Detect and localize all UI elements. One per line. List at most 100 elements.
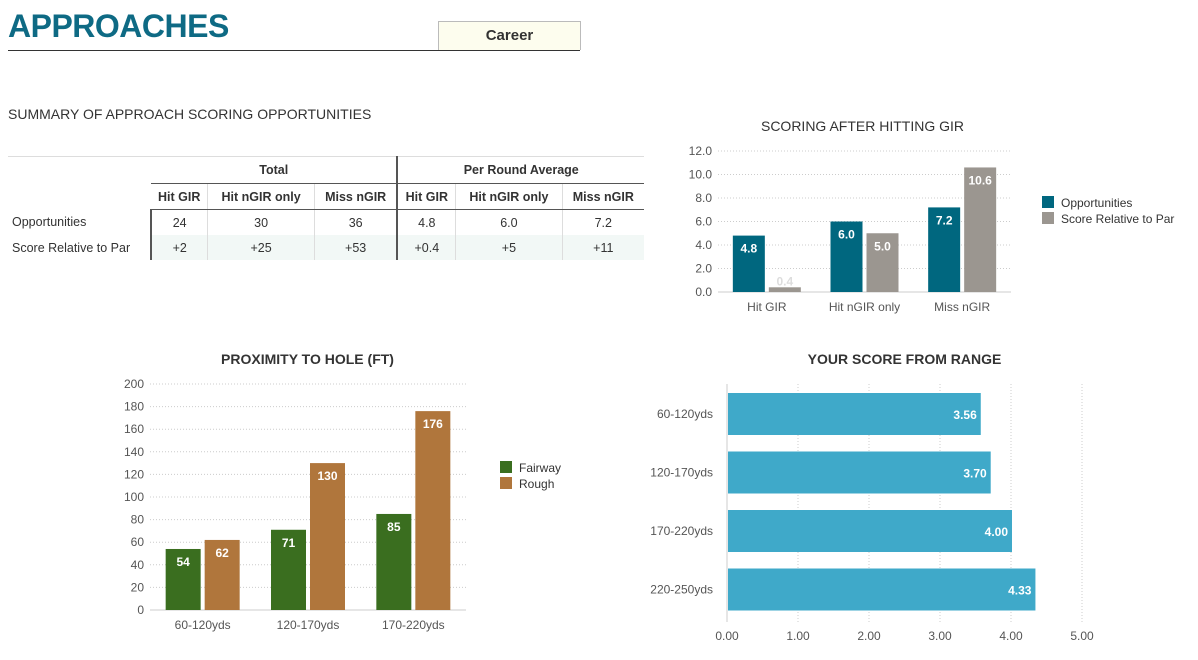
y-tick-label: 0 xyxy=(137,603,144,617)
x-tick-label: 2.00 xyxy=(857,629,881,643)
y-tick-label: 60-120yds xyxy=(657,407,713,421)
data-label: 4.33 xyxy=(1008,584,1032,598)
y-tick-label: 40 xyxy=(131,558,145,572)
x-tick-label: Miss nGIR xyxy=(934,300,990,314)
chart-title-scoring-gir: SCORING AFTER HITTING GIR xyxy=(760,118,964,134)
row-label: Opportunities xyxy=(12,215,87,230)
y-tick-label: 160 xyxy=(124,422,144,436)
y-tick-label: 180 xyxy=(124,400,144,414)
bar-score xyxy=(728,451,991,494)
column-header: Hit GIR xyxy=(151,183,208,210)
page-title: APPROACHES xyxy=(8,8,229,44)
y-tick-label: 100 xyxy=(124,490,144,504)
cell: 4.8 xyxy=(396,209,456,235)
bar-score-relative-to-par xyxy=(866,233,899,292)
chart-title-score-range: YOUR SCORE FROM RANGE xyxy=(807,351,1002,367)
data-label: 5.0 xyxy=(874,239,891,253)
cell: +5 xyxy=(455,235,563,260)
legend-label: Opportunities xyxy=(1061,196,1132,210)
cell: 30 xyxy=(207,209,315,235)
data-label: 85 xyxy=(387,520,401,534)
bar-score xyxy=(728,393,981,435)
bar-fairway xyxy=(271,529,306,610)
bar-rough xyxy=(204,539,240,610)
legend-swatch xyxy=(1042,212,1054,224)
y-tick-label: 10.0 xyxy=(689,168,713,182)
bar-fairway xyxy=(165,548,201,610)
legend-swatch xyxy=(500,477,512,489)
column-header: Hit GIR xyxy=(396,183,456,210)
legend-swatch xyxy=(1042,196,1054,208)
bar-rough xyxy=(415,411,451,610)
summary-title: SUMMARY OF APPROACH SCORING OPPORTUNITIE… xyxy=(8,106,372,122)
data-label: 62 xyxy=(215,546,229,560)
bar-opportunities xyxy=(928,207,961,292)
legend-swatch xyxy=(500,461,512,473)
legend-label: Rough xyxy=(519,477,554,491)
cell: +53 xyxy=(313,235,398,260)
x-tick-label: 4.00 xyxy=(999,629,1023,643)
y-tick-label: 170-220yds xyxy=(650,524,713,538)
cell: +0.4 xyxy=(396,235,456,260)
data-label: 0.4 xyxy=(776,274,793,288)
x-tick-label: 5.00 xyxy=(1070,629,1094,643)
y-tick-label: 60 xyxy=(131,535,145,549)
y-tick-label: 2.0 xyxy=(695,262,712,276)
bar-opportunities xyxy=(732,235,765,292)
group-header-total: Total xyxy=(151,156,398,184)
table-row: Opportunities 24 30 36 4.8 6.0 7.2 xyxy=(8,209,644,235)
summary-table: Total Per Round Average Hit GIR Hit nGIR… xyxy=(8,156,644,260)
row-label: Score Relative to Par xyxy=(8,235,151,260)
x-tick-label: 3.00 xyxy=(928,629,952,643)
cell: +11 xyxy=(561,235,644,260)
data-label: 176 xyxy=(423,417,443,431)
data-label: 3.56 xyxy=(953,408,977,422)
y-tick-label: 20 xyxy=(131,580,145,594)
y-tick-label: 120 xyxy=(124,467,144,481)
y-tick-label: 8.0 xyxy=(695,191,712,205)
y-tick-label: 220-250yds xyxy=(650,583,713,597)
cell: +2 xyxy=(150,235,208,260)
bar-score-relative-to-par xyxy=(768,287,801,292)
y-tick-label: 0.0 xyxy=(695,285,712,299)
bar-rough xyxy=(310,463,345,610)
column-header: Miss nGIR xyxy=(561,183,644,210)
column-header: Miss nGIR xyxy=(313,183,398,210)
chart-title-proximity: PROXIMITY TO HOLE (FT) xyxy=(221,351,394,367)
column-header: Hit nGIR only xyxy=(455,183,563,210)
data-label: 130 xyxy=(317,469,337,483)
bar-score-relative-to-par xyxy=(964,167,997,292)
data-label: 4.8 xyxy=(740,242,757,256)
data-label: 3.70 xyxy=(963,467,987,481)
y-tick-label: 200 xyxy=(124,377,144,391)
bar-score xyxy=(728,510,1012,552)
y-tick-label: 120-170yds xyxy=(650,466,713,480)
legend-label: Fairway xyxy=(519,461,561,475)
x-tick-label: 120-170yds xyxy=(277,618,340,632)
y-tick-label: 140 xyxy=(124,445,144,459)
cell: 6.0 xyxy=(455,209,563,235)
bar-fairway xyxy=(376,513,412,610)
data-label: 10.6 xyxy=(968,173,992,187)
x-tick-label: 170-220yds xyxy=(382,618,445,632)
bar-opportunities xyxy=(830,221,863,292)
y-tick-label: 6.0 xyxy=(695,215,712,229)
table-row: Score Relative to Par +2 +25 +53 +0.4 +5… xyxy=(8,235,644,260)
cell: 7.2 xyxy=(561,209,644,235)
x-tick-label: Hit nGIR only xyxy=(829,300,900,314)
data-label: 54 xyxy=(176,555,190,569)
period-tab-career[interactable]: Career xyxy=(438,21,581,50)
data-label: 7.2 xyxy=(936,213,953,227)
data-label: 6.0 xyxy=(838,228,855,242)
y-tick-label: 4.0 xyxy=(695,238,712,252)
group-header-per-round: Per Round Average xyxy=(396,156,644,184)
column-header: Hit nGIR only xyxy=(207,183,315,210)
bar-score xyxy=(728,568,1036,611)
data-label: 71 xyxy=(282,536,296,550)
y-tick-label: 80 xyxy=(131,513,145,527)
data-label: 4.00 xyxy=(985,525,1009,539)
legend-label: Score Relative to Par xyxy=(1061,212,1174,226)
x-tick-label: Hit GIR xyxy=(747,300,787,314)
cell: 36 xyxy=(313,209,398,235)
